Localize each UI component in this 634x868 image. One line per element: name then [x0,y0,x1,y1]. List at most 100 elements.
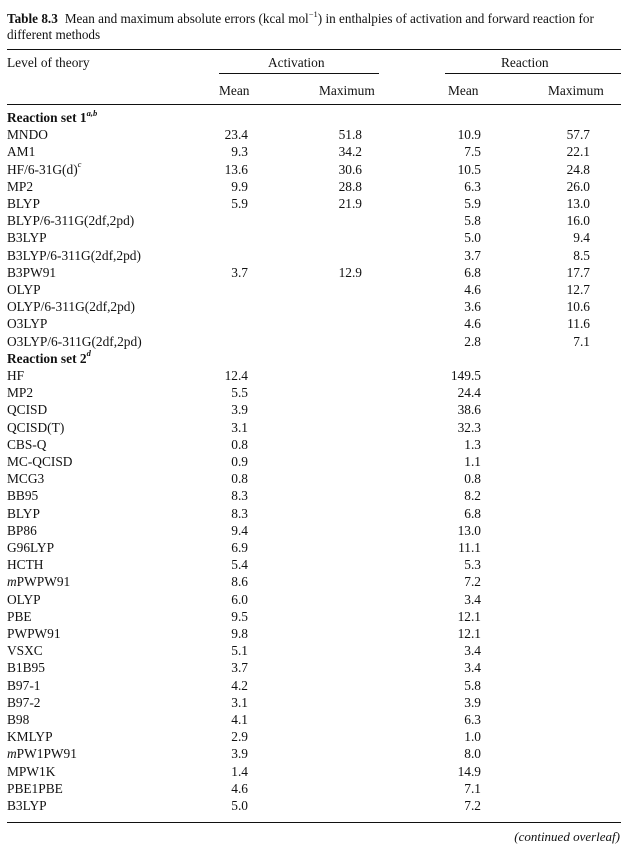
label-text: VSXC [7,643,43,659]
table-row: B97-1 4.2 5.8 [0,677,634,694]
cell-reaction-maximum: 11.6 [567,316,590,332]
cell-activation-mean: 8.3 [231,505,248,521]
label-text: BLYP [7,505,40,521]
footnote-marker: d [86,348,91,359]
method-label: KMLYP [7,728,53,745]
cell-reaction-maximum: 10.6 [566,299,590,315]
cell-reaction-maximum: 17.7 [566,264,590,280]
method-label: MP2 [7,384,33,401]
cell-reaction-mean: 5.8 [464,213,481,229]
label-text: PBE [7,608,32,624]
cell-reaction-mean: 2.8 [464,333,481,349]
table-row: G96LYP 6.9 11.1 [0,539,634,556]
cell-activation-mean: 23.4 [224,127,248,143]
label-text: B3LYP [7,230,47,246]
label-text: PBE1PBE [7,780,63,796]
cell-activation-mean: 12.4 [224,368,248,383]
header-reaction: Reaction [501,55,549,70]
method-label: G96LYP [7,539,54,556]
table-row: O3LYP/6-311G(2df,2pd) 2.8 7.1 [0,333,634,350]
method-label: MCG3 [7,470,44,487]
method-label: B1B95 [7,659,45,676]
table-row: MCG3 0.8 0.8 [0,470,634,487]
cell-reaction-mean: 6.3 [464,712,481,727]
method-label: mPWPW91 [7,573,70,590]
table-row: OLYP/6-311G(2df,2pd) 3.6 10.6 [0,298,634,315]
method-label: O3LYP/6-311G(2df,2pd) [7,333,142,350]
header-reaction-mean: Mean [448,83,479,98]
cell-reaction-mean: 3.6 [464,299,481,315]
cell-activation-mean: 5.5 [231,385,248,401]
method-label: B97-1 [7,677,40,694]
cell-reaction-mean: 10.5 [457,161,481,177]
cell-reaction-mean: 13.0 [457,522,481,538]
label-text: B97-2 [7,694,41,710]
continued-note: (continued overleaf) [514,829,620,844]
method-label: PBE1PBE [7,780,63,797]
cell-activation-mean: 5.0 [231,798,248,813]
label-text: B3PW91 [7,264,57,280]
table-row: PBE 9.5 12.1 [0,608,634,625]
method-label: QCISD [7,401,47,418]
method-label: BLYP [7,505,40,522]
cell-activation-mean: 9.4 [231,522,248,538]
method-label: CBS-Q [7,436,46,453]
cell-activation-mean: 5.1 [231,643,248,659]
bottom-rule [7,822,621,823]
cell-activation-mean: 3.1 [231,694,248,710]
label-text: MNDO [7,127,48,143]
cell-reaction-mean: 12.1 [457,626,481,641]
cell-reaction-mean: 3.4 [464,660,481,676]
header-activation-mean: Mean [219,83,250,98]
caption-text-b: ) in enthalpies of activation and forwar… [7,11,594,42]
method-label: MP2 [7,178,33,195]
method-label: BLYP [7,195,40,212]
label-text: PWPW91 [7,626,61,641]
cell-reaction-maximum: 24.8 [566,161,590,177]
table-row: BLYP 8.3 6.8 [0,505,634,522]
table-row: B3LYP 5.0 9.4 [0,229,634,246]
label-rest: PW1PW91 [16,746,77,762]
table-row: O3LYP 4.6 11.6 [0,315,634,332]
table-row: QCISD(T) 3.1 32.3 [0,419,634,436]
method-label: B3LYP [7,797,47,814]
label-text: CBS-Q [7,436,47,452]
cell-reaction-mean: 149.5 [450,368,481,383]
label-text: MCG3 [7,471,45,487]
cell-reaction-mean: 5.0 [464,230,481,246]
table-row: HF/6-31G(d)c 13.6 30.6 10.5 24.8 [0,160,634,178]
label-text: HF [7,368,25,383]
table-row: CBS-Q 0.8 1.3 [0,436,634,453]
cell-activation-mean: 9.3 [231,144,248,160]
method-label: HF/6-31G(d)c [7,160,81,178]
label-text: BP86 [7,522,37,538]
table-row: OLYP 6.0 3.4 [0,591,634,608]
cell-activation-maximum: 28.8 [338,178,362,194]
cell-activation-maximum: 34.2 [338,144,362,160]
cell-reaction-mean: 5.9 [464,196,481,211]
cell-reaction-mean: 8.0 [464,746,481,762]
label-text: O3LYP [7,316,48,332]
cell-activation-mean: 5.4 [231,557,248,573]
method-label: OLYP [7,591,41,608]
cell-reaction-mean: 3.4 [464,643,481,659]
cell-reaction-mean: 10.9 [457,127,481,143]
table-row: MC-QCISD 0.9 1.1 [0,453,634,470]
cell-activation-mean: 2.9 [231,729,248,745]
label-text: QCISD [7,402,48,418]
table-number: Table 8.3 [7,11,58,26]
footnote-superscript: d [87,348,91,358]
label-text: AM1 [7,144,36,160]
table-row: HCTH 5.4 5.3 [0,556,634,573]
cell-activation-maximum: 51.8 [338,127,362,143]
header-rule [7,104,621,105]
table-row: BLYP/6-311G(2df,2pd) 5.8 16.0 [0,212,634,229]
table-row: VSXC 5.1 3.4 [0,642,634,659]
cell-activation-maximum: 30.6 [338,161,362,177]
table-row: mPW1PW91 3.9 8.0 [0,745,634,762]
cell-reaction-mean: 4.6 [464,282,481,297]
cell-activation-maximum: 21.9 [338,196,362,211]
method-label: HF [7,367,24,384]
cell-reaction-maximum: 8.5 [573,247,590,263]
cell-activation-mean: 8.6 [231,574,248,590]
